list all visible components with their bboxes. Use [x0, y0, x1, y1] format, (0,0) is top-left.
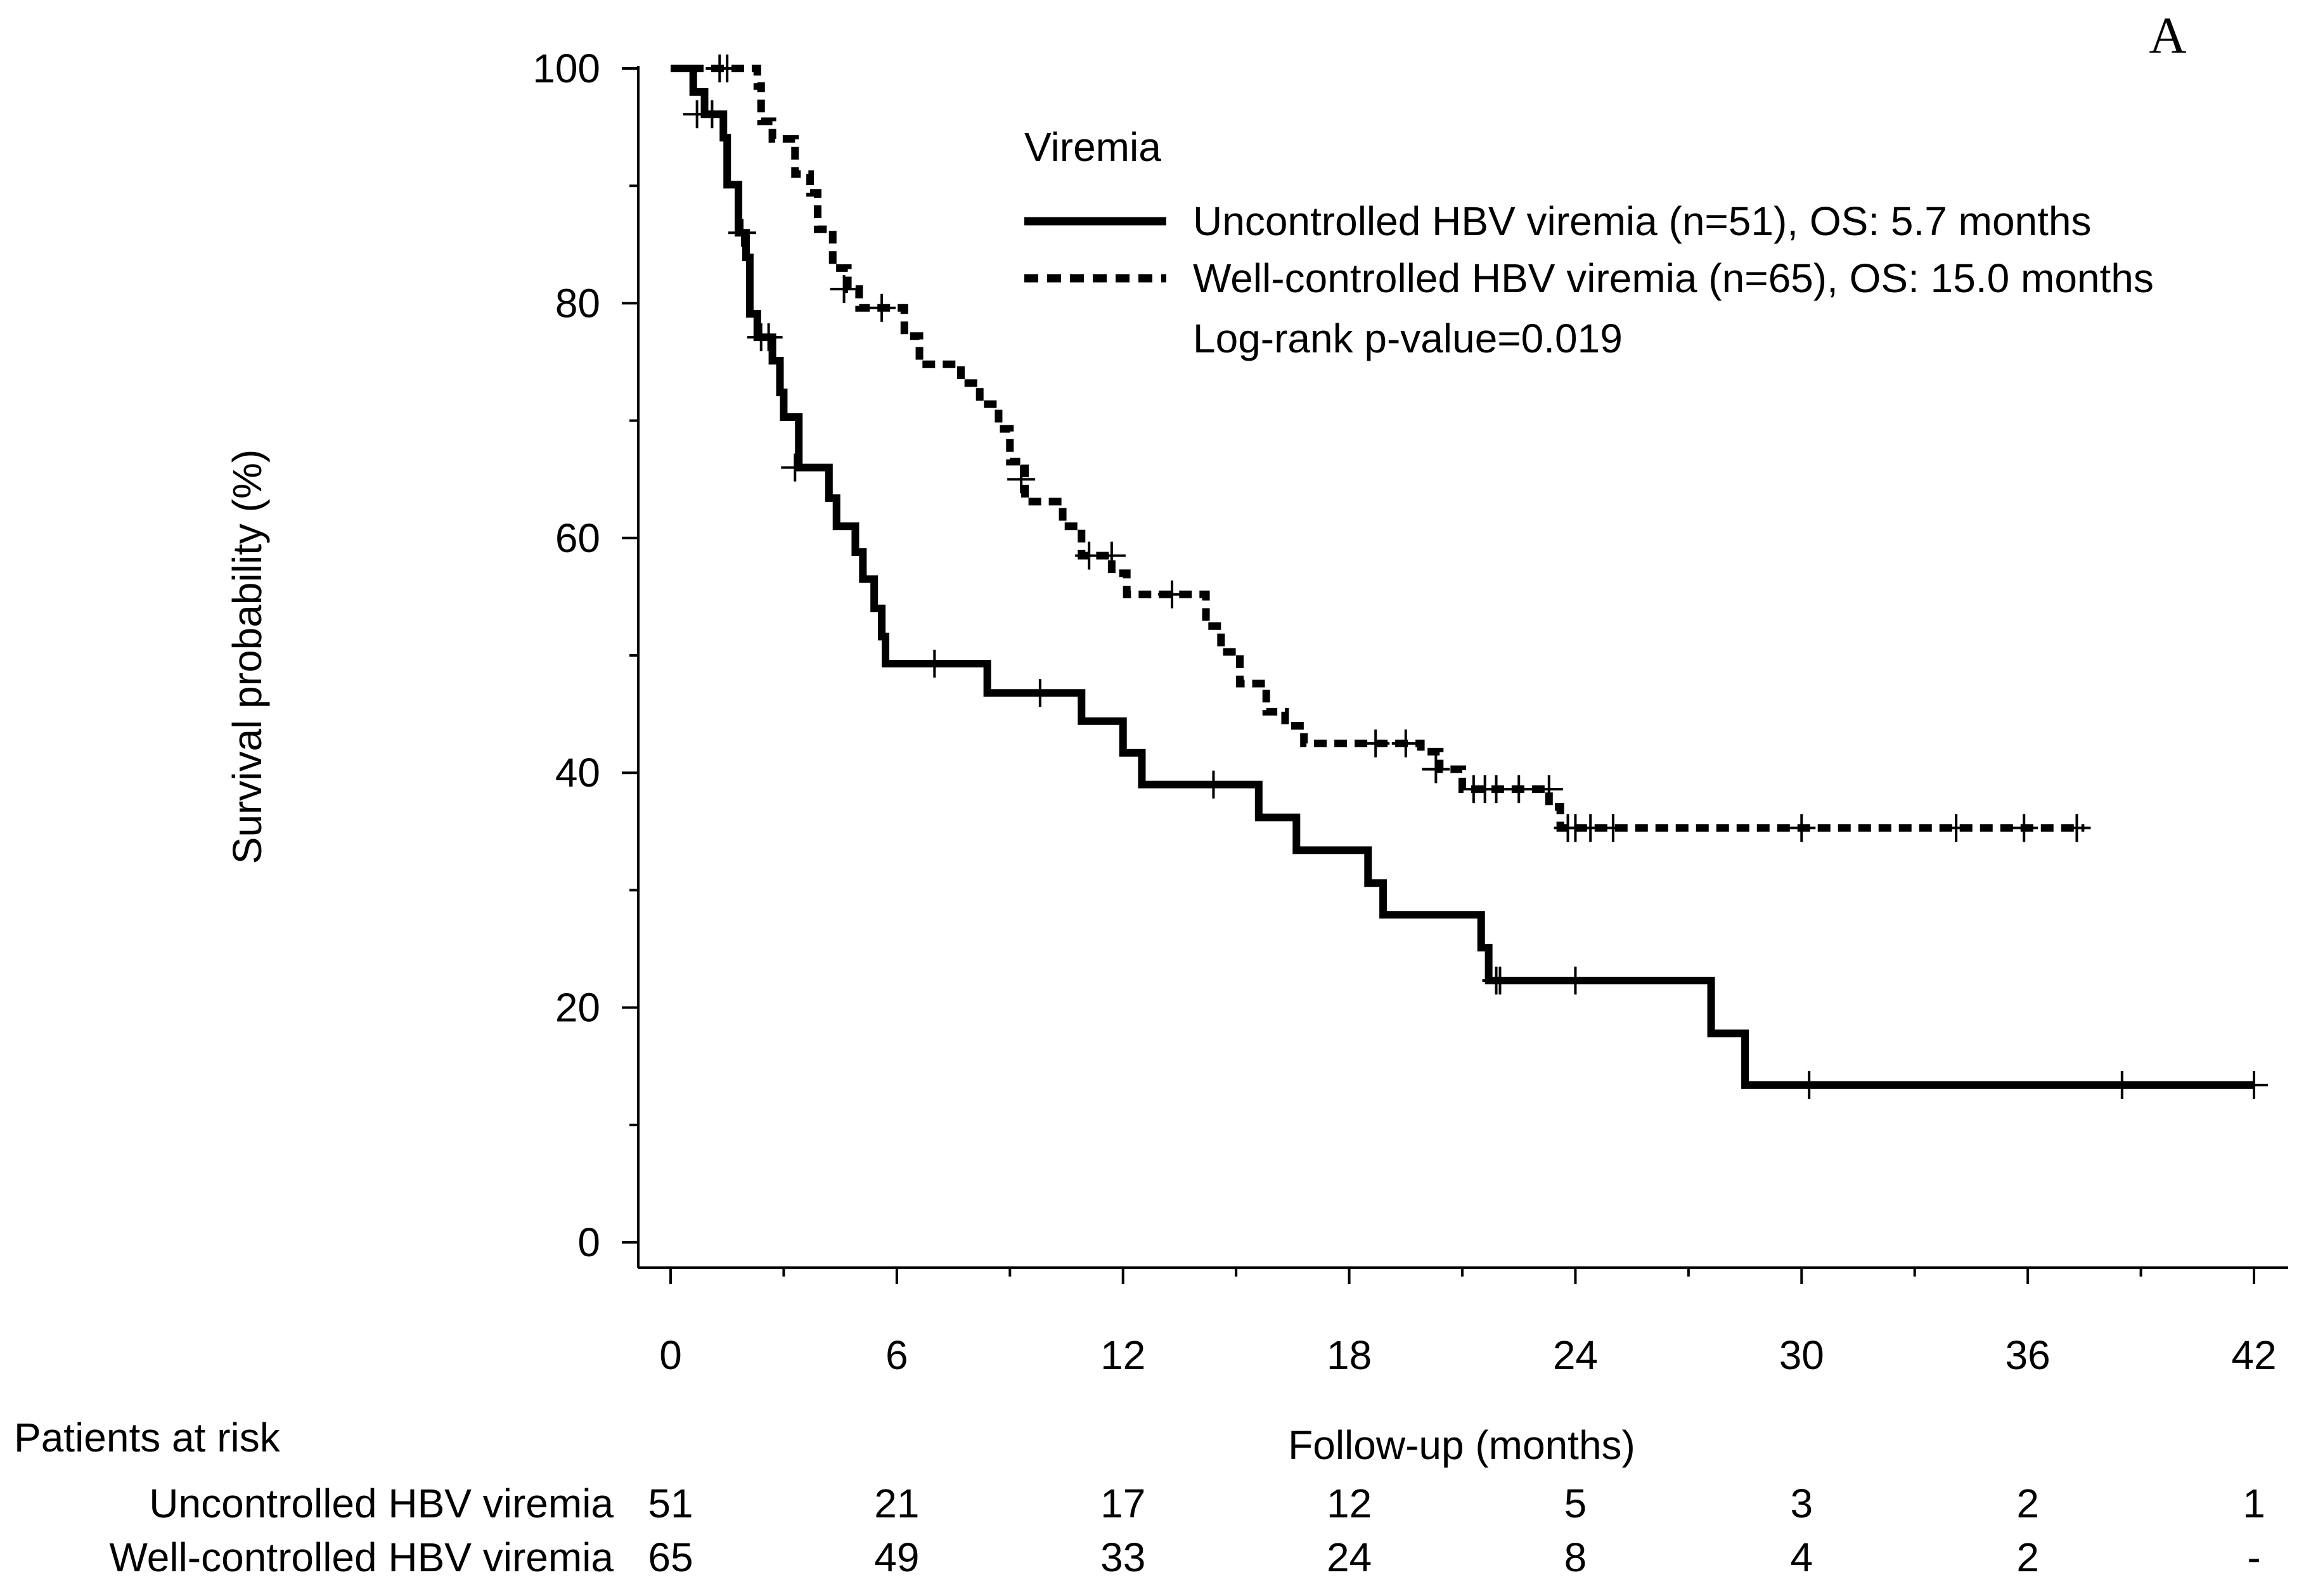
y-tick-label: 40: [555, 750, 600, 795]
censor-mark-uncontrolled: [754, 323, 783, 352]
risk-count: 1: [2243, 1481, 2265, 1526]
risk-count: 5: [1564, 1481, 1587, 1526]
log-rank-annotation: Log-rank p-value=0.019: [1193, 316, 1623, 361]
risk-count: 24: [1327, 1535, 1372, 1580]
censor-mark-well-controlled: [1422, 755, 1450, 783]
x-tick-label: 0: [659, 1332, 682, 1378]
x-tick-label: 36: [2006, 1332, 2051, 1378]
y-tick-labels: 0 20 40 60 80 100: [532, 46, 600, 1265]
risk-row-label-uncontrolled: Uncontrolled HBV viremia: [149, 1481, 614, 1526]
censor-mark-uncontrolled: [781, 453, 809, 482]
risk-count: 4: [1790, 1535, 1813, 1580]
censor-mark-uncontrolled: [728, 219, 757, 247]
x-tick-labels: 0 6 12 18 24 30 36 42: [659, 1332, 2276, 1378]
y-tick-label: 20: [555, 985, 600, 1031]
censor-mark-uncontrolled: [2240, 1071, 2268, 1099]
censor-mark-well-controlled: [1535, 775, 1563, 804]
x-tick-label: 6: [885, 1332, 908, 1378]
censor-mark-well-controlled: [2010, 814, 2038, 842]
x-axis-title: Follow-up (months): [1288, 1422, 1635, 1468]
censor-mark-uncontrolled: [2108, 1071, 2136, 1099]
x-tick-label: 12: [1100, 1332, 1145, 1378]
censor-mark-well-controlled: [1942, 814, 1971, 842]
censor-mark-well-controlled: [1505, 775, 1533, 804]
survival-curves: [671, 55, 2268, 1099]
risk-count: 49: [874, 1535, 919, 1580]
x-tick-label: 24: [1553, 1332, 1598, 1378]
x-tick-label: 30: [1779, 1332, 1824, 1378]
risk-count: 51: [648, 1481, 693, 1526]
censor-mark-well-controlled: [2063, 814, 2091, 842]
legend: Viremia Uncontrolled HBV viremia (n=51),…: [1024, 124, 2154, 361]
x-tick-label: 42: [2231, 1332, 2276, 1378]
censor-mark-well-controlled: [713, 55, 742, 82]
censor-mark-uncontrolled: [1561, 967, 1590, 995]
y-tick-label: 100: [532, 46, 600, 91]
y-tick-label: 80: [555, 280, 600, 326]
censor-mark-well-controlled: [1391, 729, 1420, 757]
censor-mark-well-controlled: [1599, 814, 1627, 842]
censor-mark-well-controlled: [1362, 729, 1390, 757]
y-tick-label: 0: [577, 1220, 600, 1265]
risk-count: 12: [1327, 1481, 1372, 1526]
risk-row-label-well-controlled: Well-controlled HBV viremia: [110, 1535, 614, 1580]
censor-mark-well-controlled: [1097, 541, 1126, 570]
risk-table: Patients at risk Follow-up (months) Unco…: [14, 1415, 2265, 1580]
censor-mark-uncontrolled: [1486, 967, 1514, 995]
censor-mark-well-controlled: [830, 275, 858, 304]
risk-count: 33: [1100, 1535, 1145, 1580]
panel-letter: A: [2149, 6, 2186, 64]
censor-mark-uncontrolled: [920, 649, 949, 678]
risk-count: 3: [1790, 1481, 1813, 1526]
risk-count: 21: [874, 1481, 919, 1526]
legend-entry-uncontrolled: Uncontrolled HBV viremia (n=51), OS: 5.7…: [1193, 198, 2092, 244]
risk-count: 2: [2016, 1481, 2039, 1526]
censor-mark-well-controlled: [1007, 465, 1036, 494]
censor-mark-uncontrolled: [1199, 770, 1228, 799]
axes: [622, 66, 2288, 1284]
y-axis-title: Survival probability (%): [224, 449, 270, 864]
risk-table-title: Patients at risk: [14, 1415, 281, 1460]
legend-entry-well-controlled: Well-controlled HBV viremia (n=65), OS: …: [1193, 255, 2154, 301]
risk-count: 17: [1100, 1481, 1145, 1526]
legend-title: Viremia: [1024, 124, 1161, 170]
censor-mark-well-controlled: [868, 293, 896, 322]
risk-count: -: [2247, 1535, 2260, 1580]
risk-counts: 51 21 17 12 5 3 2 165 49 33 24 8 4 2-: [648, 1481, 2265, 1580]
censor-mark-well-controlled: [1787, 814, 1816, 842]
censor-mark-uncontrolled: [1795, 1071, 1824, 1099]
risk-count: 2: [2016, 1535, 2039, 1580]
censor-mark-uncontrolled: [1026, 679, 1054, 707]
censor-mark-well-controlled: [1158, 580, 1187, 608]
risk-count: 8: [1564, 1535, 1587, 1580]
series-line-well-controlled: [671, 65, 2085, 832]
y-tick-label: 60: [555, 515, 600, 561]
x-tick-label: 18: [1327, 1332, 1372, 1378]
censor-mark-uncontrolled: [698, 100, 726, 129]
risk-count: 65: [648, 1535, 693, 1580]
